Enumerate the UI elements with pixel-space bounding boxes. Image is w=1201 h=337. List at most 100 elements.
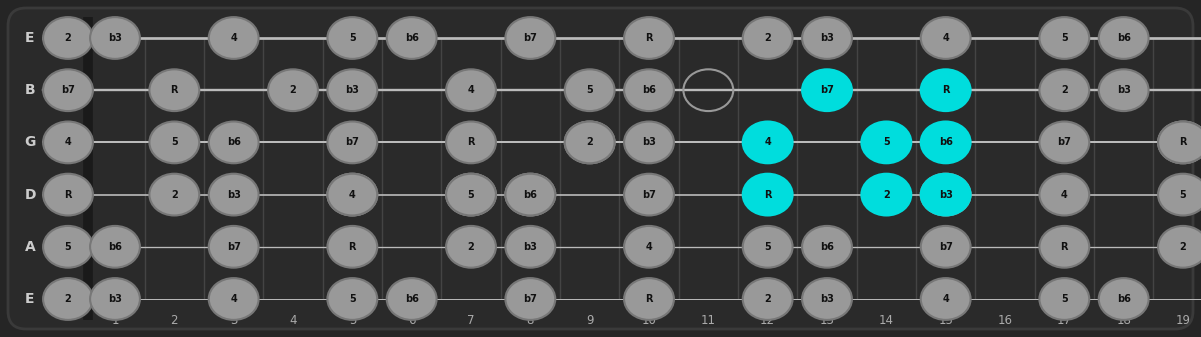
Ellipse shape bbox=[1158, 226, 1201, 268]
Ellipse shape bbox=[446, 226, 496, 268]
Text: R: R bbox=[645, 33, 653, 43]
Ellipse shape bbox=[1039, 278, 1089, 320]
Ellipse shape bbox=[149, 122, 199, 163]
Text: R: R bbox=[64, 190, 72, 200]
Text: 19: 19 bbox=[1176, 314, 1190, 328]
Text: b3: b3 bbox=[820, 33, 833, 43]
Text: 11: 11 bbox=[701, 314, 716, 328]
Text: 4: 4 bbox=[231, 33, 237, 43]
Text: b3: b3 bbox=[939, 190, 952, 200]
Ellipse shape bbox=[209, 122, 258, 163]
Ellipse shape bbox=[43, 226, 92, 268]
Ellipse shape bbox=[802, 69, 852, 111]
Ellipse shape bbox=[149, 174, 199, 215]
Text: b7: b7 bbox=[643, 190, 656, 200]
Ellipse shape bbox=[1039, 226, 1089, 268]
Ellipse shape bbox=[90, 17, 141, 59]
Ellipse shape bbox=[1158, 174, 1201, 215]
Ellipse shape bbox=[90, 278, 141, 320]
Text: 2: 2 bbox=[1179, 242, 1187, 252]
Text: 4: 4 bbox=[943, 33, 949, 43]
Text: 2: 2 bbox=[65, 294, 71, 304]
Text: b6: b6 bbox=[1117, 33, 1130, 43]
Ellipse shape bbox=[921, 278, 970, 320]
Ellipse shape bbox=[387, 278, 437, 320]
Text: b7: b7 bbox=[524, 33, 537, 43]
Ellipse shape bbox=[328, 226, 377, 268]
Text: R: R bbox=[1179, 137, 1187, 147]
Ellipse shape bbox=[625, 17, 674, 59]
Text: b7: b7 bbox=[820, 85, 833, 95]
Ellipse shape bbox=[209, 226, 258, 268]
Text: 5: 5 bbox=[349, 294, 355, 304]
Text: b7: b7 bbox=[524, 294, 537, 304]
Ellipse shape bbox=[328, 174, 377, 215]
Ellipse shape bbox=[506, 174, 555, 215]
Text: 5: 5 bbox=[349, 33, 355, 43]
Text: 2: 2 bbox=[764, 33, 771, 43]
Text: 2: 2 bbox=[171, 314, 178, 328]
Text: 5: 5 bbox=[764, 242, 771, 252]
Text: b7: b7 bbox=[939, 242, 952, 252]
Text: 17: 17 bbox=[1057, 314, 1071, 328]
Text: b3: b3 bbox=[108, 294, 123, 304]
Text: 6: 6 bbox=[408, 314, 416, 328]
Text: R: R bbox=[171, 85, 178, 95]
Ellipse shape bbox=[43, 278, 92, 320]
Ellipse shape bbox=[802, 278, 852, 320]
Text: 10: 10 bbox=[641, 314, 657, 328]
Ellipse shape bbox=[446, 69, 496, 111]
Text: 5: 5 bbox=[1060, 33, 1068, 43]
Ellipse shape bbox=[742, 174, 793, 215]
Ellipse shape bbox=[43, 17, 92, 59]
Ellipse shape bbox=[625, 226, 674, 268]
Ellipse shape bbox=[209, 174, 258, 215]
Ellipse shape bbox=[209, 17, 258, 59]
Text: 4: 4 bbox=[349, 190, 355, 200]
Text: 5: 5 bbox=[467, 190, 474, 200]
Ellipse shape bbox=[328, 278, 377, 320]
Text: R: R bbox=[764, 190, 771, 200]
Text: E: E bbox=[25, 31, 35, 45]
Ellipse shape bbox=[328, 69, 377, 111]
Text: 4: 4 bbox=[943, 294, 949, 304]
Text: R: R bbox=[348, 242, 355, 252]
Text: 5: 5 bbox=[586, 85, 593, 95]
Text: 2: 2 bbox=[764, 294, 771, 304]
Text: 2: 2 bbox=[171, 190, 178, 200]
Ellipse shape bbox=[921, 174, 970, 215]
Ellipse shape bbox=[1099, 69, 1148, 111]
Text: 8: 8 bbox=[527, 314, 534, 328]
Text: 12: 12 bbox=[760, 314, 775, 328]
Text: B: B bbox=[25, 83, 35, 97]
Text: 3: 3 bbox=[229, 314, 238, 328]
Ellipse shape bbox=[742, 278, 793, 320]
Text: 4: 4 bbox=[1060, 190, 1068, 200]
Text: 4: 4 bbox=[764, 137, 771, 147]
Ellipse shape bbox=[802, 17, 852, 59]
Text: 2: 2 bbox=[1060, 85, 1068, 95]
Text: b7: b7 bbox=[61, 85, 74, 95]
Ellipse shape bbox=[506, 226, 555, 268]
Ellipse shape bbox=[506, 278, 555, 320]
Text: 5: 5 bbox=[1179, 190, 1187, 200]
Text: 2: 2 bbox=[467, 242, 474, 252]
Ellipse shape bbox=[43, 174, 92, 215]
Text: R: R bbox=[942, 85, 950, 95]
Ellipse shape bbox=[1099, 17, 1148, 59]
Text: 5: 5 bbox=[348, 314, 355, 328]
Ellipse shape bbox=[43, 69, 92, 111]
Text: b3: b3 bbox=[108, 33, 123, 43]
Ellipse shape bbox=[328, 17, 377, 59]
Ellipse shape bbox=[921, 69, 970, 111]
Ellipse shape bbox=[446, 174, 496, 215]
Ellipse shape bbox=[564, 122, 615, 163]
Text: b7: b7 bbox=[1057, 137, 1071, 147]
Ellipse shape bbox=[90, 226, 141, 268]
Ellipse shape bbox=[1039, 122, 1089, 163]
Ellipse shape bbox=[564, 69, 615, 111]
Text: 13: 13 bbox=[819, 314, 835, 328]
Text: 4: 4 bbox=[467, 85, 474, 95]
Text: b6: b6 bbox=[405, 294, 419, 304]
Ellipse shape bbox=[1039, 69, 1089, 111]
